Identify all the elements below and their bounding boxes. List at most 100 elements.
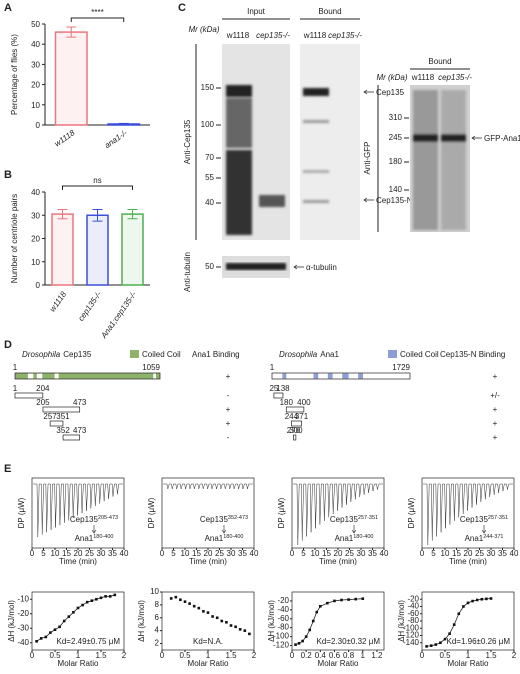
x-tick-label: 0 <box>290 651 295 660</box>
x-tick-label: 0.5 <box>439 651 451 660</box>
residue-label: 1 <box>270 363 275 372</box>
arrow <box>221 525 227 534</box>
y-tick-label: 10 <box>150 587 159 596</box>
cell-label: Ana1180-400 <box>205 534 244 543</box>
significance-label: **** <box>91 8 103 17</box>
data-point <box>192 604 196 608</box>
x-tick-label: 1.2 <box>371 651 383 660</box>
x-tick-label: cep135-/- <box>76 290 103 323</box>
header: Input <box>247 7 266 16</box>
legend-label: Coiled Coil <box>400 350 439 359</box>
x-tick-label: w1118 <box>48 290 69 314</box>
band <box>226 150 252 235</box>
residue-label: 25 <box>269 384 278 393</box>
y-axis-label: DP (μW) <box>277 497 286 528</box>
y-tick-label: 4 <box>155 626 160 635</box>
data-point <box>62 619 66 623</box>
marker-label: 100 <box>201 120 215 129</box>
data-point <box>95 597 98 601</box>
band <box>441 90 466 230</box>
data-point <box>90 599 94 602</box>
data-point <box>315 610 319 614</box>
residue-label: 473 <box>73 426 87 435</box>
error-bar <box>92 208 103 222</box>
residue-label: 1729 <box>392 363 410 372</box>
data-point <box>485 597 488 601</box>
residue-label: 205 <box>36 398 50 407</box>
x-tick-label: ana1-/- <box>103 128 129 150</box>
data-point <box>174 595 178 599</box>
arrow-label: GFP-Ana1 <box>484 134 520 143</box>
y-tick-label: -80 <box>277 623 289 632</box>
data-point <box>67 615 71 618</box>
x-tick-label: 30 <box>487 549 496 558</box>
y-axis-label: DP (μW) <box>147 497 156 528</box>
titrant-label-sup: 257-351 <box>358 515 378 521</box>
antibody-label: Anti-GFP <box>363 142 372 175</box>
x-tick-label: 35 <box>238 549 247 558</box>
residue-label: 1 <box>13 363 18 372</box>
arrow-label: Cep135-N* <box>376 196 416 205</box>
panel-label: C <box>178 2 186 14</box>
data-point <box>104 595 107 598</box>
binding-result: + <box>493 433 498 442</box>
antibody-label: Anti-tubulin <box>183 252 192 292</box>
data-point <box>429 644 433 647</box>
data-point <box>304 635 308 638</box>
mr-label: Mr (kDa) <box>188 25 219 34</box>
x-axis-label: Time (min) <box>449 557 487 566</box>
itc-trace <box>163 483 253 490</box>
kd-annotation: Kd=2.49±0.75 μM <box>57 637 121 646</box>
x-tick-label: 35 <box>108 549 117 558</box>
band <box>226 263 286 270</box>
data-point <box>326 601 329 605</box>
x-tick-label: 25 <box>345 549 354 558</box>
error-bar <box>66 26 77 38</box>
y-axis-label: ΔH (kJ/mol) <box>267 600 276 642</box>
binding-result: + <box>226 372 231 381</box>
band <box>226 85 252 97</box>
data-point <box>243 629 247 632</box>
x-tick-label: 1.5 <box>225 651 237 660</box>
plot-frame <box>291 591 385 651</box>
binding-result: +/- <box>490 391 500 400</box>
marker-label: 150 <box>201 83 215 92</box>
y-tick-label: -100 <box>403 623 420 632</box>
data-point <box>238 628 242 631</box>
x-tick-label: 40 <box>120 549 129 558</box>
arrow <box>481 525 487 534</box>
band <box>441 134 466 142</box>
legend-swatch <box>388 350 397 358</box>
y-tick-label: 20 <box>31 81 40 90</box>
cell-label-sup: 180-400 <box>223 534 243 540</box>
mr-label: Mr (kDa) <box>376 73 407 82</box>
x-axis-label: Molar Ratio <box>318 659 359 668</box>
column-header: Cep135-N Binding <box>440 350 505 359</box>
y-tick-label: -20 <box>407 594 419 603</box>
data-point <box>475 598 479 602</box>
x-tick-label: 0 <box>420 549 425 558</box>
titrant-label-sup: 352-473 <box>228 515 248 521</box>
data-point <box>308 628 311 632</box>
y-tick-label: 30 <box>31 60 40 69</box>
x-tick-label: 35 <box>368 549 377 558</box>
significance-bracket <box>70 17 125 22</box>
x-tick-label: 5 <box>171 549 176 558</box>
marker-label: 50 <box>205 262 214 271</box>
band <box>226 98 252 148</box>
y-tick-label: 0 <box>36 281 41 290</box>
data-point <box>58 625 61 629</box>
x-tick-label: 40 <box>510 549 519 558</box>
x-tick-label: 0 <box>160 651 165 660</box>
residue-label: 138 <box>276 384 290 393</box>
binding-result: + <box>226 419 231 428</box>
cell-label-main: Ana1 <box>75 534 94 543</box>
x-tick-label: 2 <box>252 651 257 660</box>
arrow <box>293 264 304 270</box>
arrow <box>471 135 482 141</box>
fit-line <box>36 594 115 642</box>
x-tick-label: 20 <box>334 549 343 558</box>
y-axis-label: Percentage of flies (%) <box>10 34 19 115</box>
x-tick-label: 0.2 <box>301 651 313 660</box>
data-point <box>220 619 224 623</box>
